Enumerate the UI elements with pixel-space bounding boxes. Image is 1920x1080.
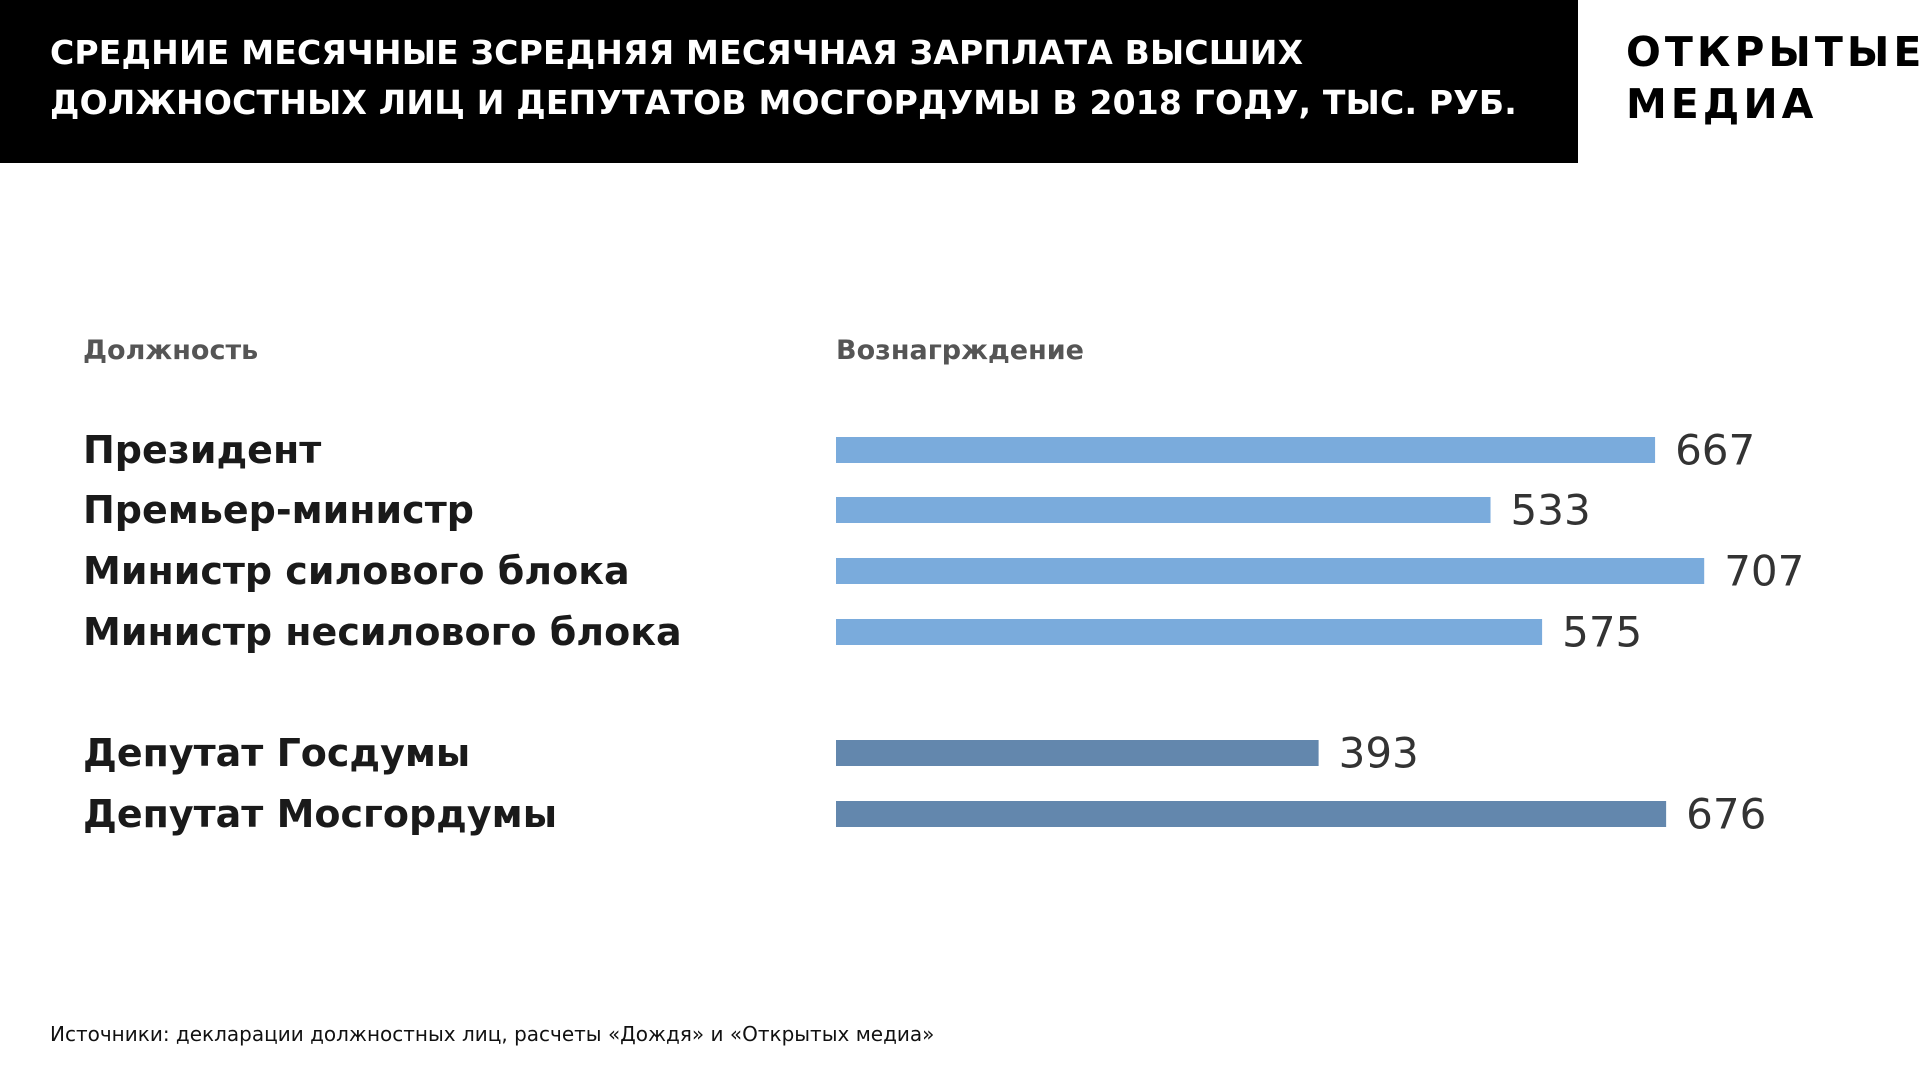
brand-logo-line-2: МЕДИА [1626,80,1818,128]
salary-bar [836,619,1543,645]
category-label: Депутат Госдумы [83,731,470,775]
brand-logo: ОТКРЫТЫЕ МЕДИА [1626,26,1920,130]
column-header-position: Должность [83,335,259,366]
brand-logo-line-1: ОТКРЫТЫЕ [1626,28,1920,76]
value-label: 667 [1675,426,1755,475]
salary-bar [836,437,1656,463]
chart-title-line-1: СРЕДНИЕ МЕСЯЧНЫЕ ЗСРЕДНЯЯ МЕСЯЧНАЯ ЗАРПЛ… [50,33,1304,72]
category-label: Министр несилового блока [83,610,682,654]
category-label: Президент [83,428,321,472]
chart-title-line-2: ДОЛЖНОСТНЫХ ЛИЦ И ДЕПУТАТОВ МОСГОРДУМЫ В… [50,83,1517,122]
salary-bar [836,801,1667,827]
category-label: Премьер-министр [83,488,474,532]
value-label: 707 [1724,547,1804,596]
salary-bar [836,558,1705,584]
salary-bar [836,497,1491,523]
value-label: 575 [1562,608,1642,657]
salary-bar [836,740,1319,766]
category-label: Депутат Мосгордумы [83,792,557,836]
category-label: Министр силового блока [83,549,630,593]
value-label: 676 [1686,790,1766,839]
value-label: 393 [1339,729,1419,778]
chart-title: СРЕДНИЕ МЕСЯЧНЫЕ ЗСРЕДНЯЯ МЕСЯЧНАЯ ЗАРПЛ… [50,28,1550,128]
column-header-reward: Вознагрждение [836,335,1084,366]
value-label: 533 [1511,486,1591,535]
source-note: Источники: декларации должностных лиц, р… [50,1022,935,1046]
title-banner: СРЕДНИЕ МЕСЯЧНЫЕ ЗСРЕДНЯЯ МЕСЯЧНАЯ ЗАРПЛ… [0,0,1578,163]
